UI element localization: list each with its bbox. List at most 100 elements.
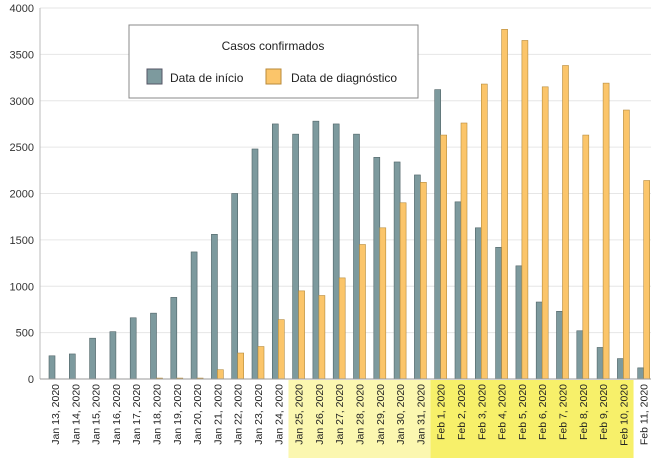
bar-data-de-diagnostico — [602, 82, 610, 380]
bar-data-de-inicio — [332, 123, 340, 380]
highlight-band-strong — [430, 380, 634, 458]
bar-data-de-diagnostico — [440, 134, 448, 380]
bar-data-de-diagnostico — [399, 202, 407, 380]
highlight-band-light — [288, 380, 431, 458]
bar-data-de-inicio — [596, 347, 604, 380]
y-tick-label: 500 — [16, 328, 34, 340]
bar-data-de-inicio — [414, 174, 421, 380]
x-axis-ticks: Jan 13, 2020 Jan 14, 2020 Jan 15, 2020 Jan … — [50, 384, 651, 446]
x-tick-label: Feb 6, 2020 — [537, 384, 549, 440]
x-tick-label: Jan 30, 2020 — [395, 384, 407, 445]
bar-data-de-inicio — [393, 161, 401, 380]
bar-data-de-inicio — [48, 355, 56, 380]
x-tick-label: Jan 23, 2020 — [253, 384, 265, 445]
x-tick-label: Jan 25, 2020 — [294, 384, 306, 445]
x-tick-label: Jan 16, 2020 — [111, 384, 123, 445]
y-tick-label: 2000 — [10, 189, 34, 201]
y-tick-label: 1000 — [10, 281, 34, 293]
x-tick-label: Jan 21, 2020 — [212, 384, 224, 445]
x-tick-label: Feb 8, 2020 — [578, 384, 590, 440]
y-axis-ticks: 0 500 1000 1500 2000 2500 3000 3500 4000 — [10, 3, 34, 386]
bar-data-de-inicio — [353, 133, 360, 380]
bar-data-de-inicio — [231, 193, 238, 380]
bar-data-de-inicio — [312, 120, 320, 380]
y-tick-label: 1500 — [10, 235, 34, 247]
bar-data-de-diagnostico — [501, 29, 508, 380]
x-tick-label: Jan 17, 2020 — [131, 384, 143, 445]
bar-data-de-diagnostico — [257, 346, 265, 380]
bar-data-de-diagnostico — [480, 83, 488, 380]
bar-data-de-diagnostico — [237, 352, 244, 380]
x-tick-label: Feb 4, 2020 — [497, 384, 509, 440]
bar-data-de-diagnostico — [338, 277, 346, 380]
x-tick-label: Feb 7, 2020 — [558, 384, 570, 440]
legend-swatch-data-de-diagnostico — [265, 68, 282, 85]
bar-data-de-inicio — [576, 330, 584, 380]
bar-data-de-diagnostico — [562, 65, 569, 380]
x-tick-label: Jan 22, 2020 — [233, 384, 245, 445]
x-tick-label: Feb 11, 2020 — [639, 384, 651, 445]
bars — [48, 29, 651, 380]
bar-data-de-inicio — [150, 312, 157, 380]
y-tick-label: 3000 — [10, 96, 34, 108]
legend-title: Casos confirmados — [222, 39, 325, 53]
bar-data-de-inicio — [211, 234, 218, 380]
bar-data-de-inicio — [292, 133, 299, 380]
bar-data-de-inicio — [434, 89, 442, 380]
legend-label-data-de-inicio: Data de início — [170, 71, 244, 85]
bar-data-de-diagnostico — [359, 244, 366, 380]
y-tick-label: 3500 — [10, 49, 34, 61]
highlight-bands — [288, 380, 634, 458]
bar-data-de-diagnostico — [582, 134, 590, 380]
bar-data-de-inicio — [190, 251, 198, 380]
bar-data-de-inicio — [617, 358, 624, 380]
bar-data-de-inicio — [89, 337, 96, 380]
x-tick-label: Jan 18, 2020 — [152, 384, 164, 445]
bar-data-de-inicio — [109, 331, 117, 380]
bar-data-de-inicio — [129, 317, 137, 380]
x-tick-label: Feb 9, 2020 — [598, 384, 610, 440]
bar-data-de-diagnostico — [277, 319, 285, 380]
bar-data-de-inicio — [69, 353, 76, 380]
x-tick-label: Jan 15, 2020 — [91, 384, 103, 445]
bar-data-de-diagnostico — [217, 369, 224, 380]
bar-data-de-diagnostico — [623, 109, 630, 380]
bar-data-de-inicio — [251, 148, 259, 380]
bar-data-de-inicio — [535, 301, 543, 380]
bar-data-de-inicio — [474, 227, 482, 380]
bar-data-de-inicio — [556, 310, 563, 380]
x-tick-label: Jan 28, 2020 — [355, 384, 367, 445]
bar-data-de-diagnostico — [643, 180, 651, 380]
y-tick-label: 2500 — [10, 142, 34, 154]
x-tick-label: Jan 29, 2020 — [375, 384, 387, 445]
x-tick-label: Feb 3, 2020 — [476, 384, 488, 440]
legend: Casos confirmados Data de início Data de… — [128, 24, 419, 99]
x-tick-label: Jan 14, 2020 — [70, 384, 82, 445]
x-tick-label: Jan 13, 2020 — [50, 384, 62, 445]
bar-data-de-diagnostico — [298, 290, 305, 380]
x-tick-label: Jan 24, 2020 — [273, 384, 285, 445]
legend-swatch-data-de-inicio — [146, 68, 163, 85]
x-tick-label: Feb 10, 2020 — [618, 384, 630, 446]
legend-box — [128, 24, 419, 99]
x-tick-label: Feb 2, 2020 — [456, 384, 468, 440]
x-tick-label: Jan 27, 2020 — [334, 384, 346, 445]
bar-data-de-inicio — [454, 201, 462, 380]
x-tick-label: Feb 1, 2020 — [436, 384, 448, 440]
bar-data-de-inicio — [637, 367, 645, 380]
x-tick-label: Jan 31, 2020 — [415, 384, 427, 445]
x-tick-label: Jan 26, 2020 — [314, 384, 326, 445]
bar-data-de-inicio — [515, 265, 523, 380]
bar-data-de-diagnostico — [379, 227, 387, 380]
bar-data-de-diagnostico — [541, 86, 549, 380]
bar-data-de-inicio — [271, 123, 279, 380]
x-tick-label: Feb 5, 2020 — [517, 384, 529, 440]
bar-data-de-inicio — [170, 297, 178, 380]
bar-data-de-diagnostico — [420, 182, 427, 380]
x-tick-label: Jan 19, 2020 — [172, 384, 184, 445]
bar-data-de-diagnostico — [521, 40, 529, 380]
y-tick-label: 0 — [28, 374, 34, 386]
bar-data-de-diagnostico — [318, 295, 326, 380]
bar-data-de-diagnostico — [460, 122, 468, 380]
